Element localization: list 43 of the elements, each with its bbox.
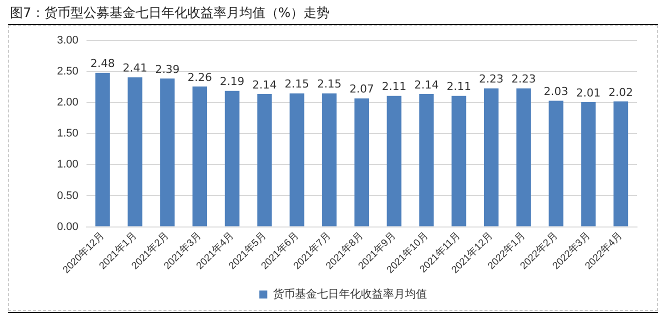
data-label: 2.01 — [576, 86, 601, 100]
y-tick-label: 1.00 — [56, 158, 78, 171]
data-label: 2.23 — [479, 72, 504, 86]
y-tick-label: 0.00 — [56, 220, 78, 233]
chart-title: 图7：货币型公募基金七日年化收益率月均值（%）走势 — [10, 5, 330, 22]
bar — [516, 88, 531, 226]
y-tick-label: 1.50 — [56, 128, 78, 140]
data-label: 2.23 — [511, 72, 536, 86]
data-label: 2.48 — [90, 57, 115, 70]
bar — [581, 102, 596, 226]
bar — [95, 72, 110, 226]
bar — [322, 93, 337, 226]
bar — [354, 98, 369, 226]
legend-label: 货币基金七日年化收益率月均值 — [272, 287, 427, 300]
data-label: 2.07 — [349, 82, 374, 96]
bar — [484, 88, 499, 226]
data-label: 2.03 — [544, 85, 568, 98]
y-tick-label: 2.50 — [56, 66, 78, 78]
y-tick-label: 0.50 — [56, 190, 78, 202]
data-label: 2.15 — [284, 78, 310, 91]
y-tick-label: 2.00 — [56, 96, 78, 109]
bar — [386, 96, 402, 226]
bar — [290, 93, 304, 226]
data-label: 2.14 — [414, 78, 439, 92]
bar — [224, 90, 240, 226]
y-tick-label: 3.00 — [56, 34, 78, 47]
data-label: 2.39 — [155, 62, 180, 76]
bar — [419, 94, 434, 226]
data-label: 2.26 — [188, 70, 212, 84]
data-label: 2.11 — [446, 80, 472, 94]
data-label: 2.19 — [220, 75, 244, 88]
bar — [257, 94, 272, 226]
bar — [128, 77, 142, 226]
data-label: 2.02 — [608, 86, 634, 99]
bar — [614, 101, 628, 226]
bar — [192, 86, 208, 226]
data-label: 2.15 — [317, 78, 342, 91]
bar — [452, 96, 466, 226]
data-label: 2.11 — [382, 80, 406, 94]
data-label: 2.41 — [122, 62, 148, 75]
bar — [548, 100, 564, 226]
bar — [160, 78, 175, 226]
data-label: 2.14 — [252, 78, 277, 92]
